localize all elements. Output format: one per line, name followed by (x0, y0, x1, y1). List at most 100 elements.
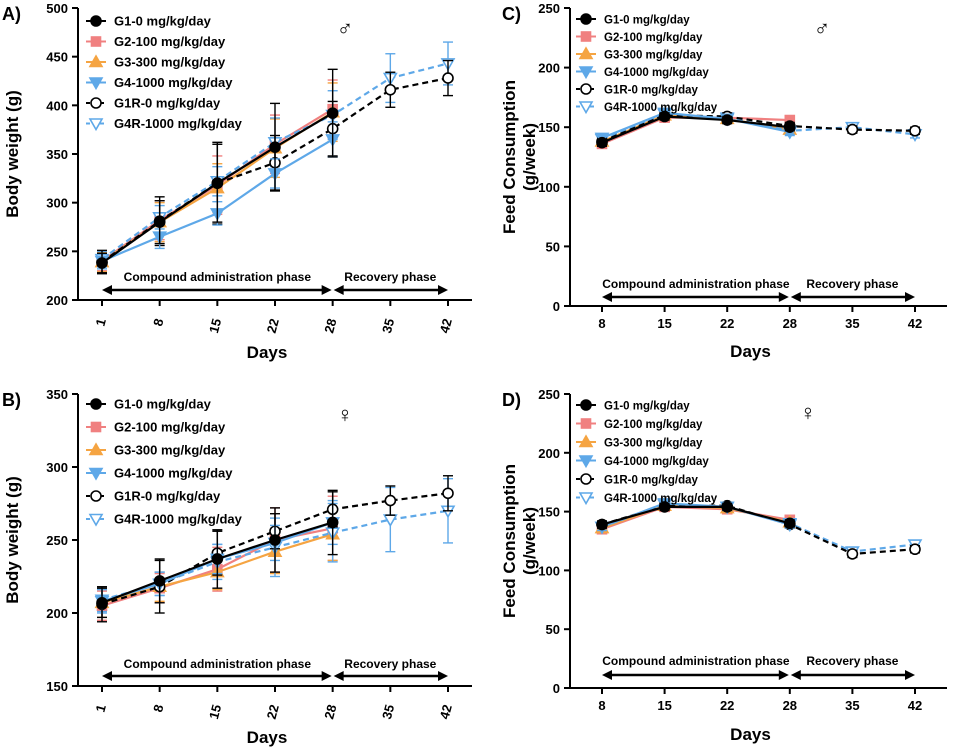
admin-phase-label: Compound administration phase (602, 277, 790, 291)
data-point (783, 517, 796, 530)
legend-marker-g2 (90, 421, 102, 433)
recovery-phase-arrow-head-right (905, 292, 915, 302)
panel-label: C) (502, 4, 521, 24)
data-point (658, 501, 671, 513)
data-point (326, 107, 339, 119)
legend-marker-g2 (580, 31, 592, 42)
data-point (442, 487, 454, 500)
x-tick-label: 15 (657, 316, 671, 331)
y-tick-label: 300 (46, 196, 68, 211)
y-tick-label: 350 (46, 147, 68, 162)
y-tick-label: 400 (46, 98, 68, 113)
legend-marker-g4r (578, 101, 594, 115)
admin-phase-arrow-head-left (602, 670, 612, 680)
data-point (909, 543, 921, 556)
x-tick-label: 28 (321, 317, 339, 335)
legend-label-g3: G3-300 mg/kg/day (114, 55, 226, 70)
admin-phase-arrow-head-left (102, 671, 112, 681)
x-axis-title: Days (247, 728, 288, 747)
x-tick-label: 15 (206, 317, 224, 335)
legend-label-g1: G1-0 mg/kg/day (114, 397, 212, 412)
x-tick-label: 1 (93, 703, 109, 714)
data-point (721, 501, 734, 513)
x-tick-label: 15 (206, 703, 224, 721)
legend-label-g3: G3-300 mg/kg/day (604, 438, 703, 450)
admin-phase-label: Compound administration phase (602, 654, 790, 668)
legend-label-g1: G1-0 mg/kg/day (114, 14, 212, 29)
legend-label-g1r: G1R-0 mg/kg/day (604, 475, 699, 487)
data-point (96, 257, 108, 269)
legend-label-g4r: G4R-1000 mg/kg/day (604, 102, 718, 114)
x-tick-label: 28 (783, 316, 797, 331)
legend-marker-g2 (580, 418, 592, 429)
recovery-phase-arrow-head-left (333, 671, 344, 681)
y-axis-title-line2: (g/week) (520, 507, 539, 575)
legend-marker-g4 (88, 77, 104, 91)
y-axis-title: Feed Consumption(g/week) (500, 80, 539, 234)
x-tick-label: 22 (264, 317, 282, 335)
series-line (601, 114, 916, 143)
x-tick-label: 8 (150, 317, 166, 328)
data-point (909, 124, 921, 137)
legend-marker-g3 (88, 442, 104, 456)
legend-label-g4r: G4R-1000 mg/kg/day (114, 116, 243, 131)
panel-b-body-weight-female: 150 200 250 300 350 1 8 15 22 28 35 42 Days Body weig… (2, 387, 472, 747)
y-tick-label: 100 (538, 180, 560, 195)
y-tick-label: 500 (46, 1, 68, 16)
series-g1 (96, 489, 339, 619)
series-g1 (596, 110, 796, 149)
data-point (269, 141, 281, 153)
legend-marker-g1 (580, 13, 592, 25)
admin-phase-arrow-head-right (778, 670, 789, 680)
legend-label-g1r: G1R-0 mg/kg/day (604, 85, 699, 97)
legend-marker-g2 (90, 36, 102, 47)
panel-a-body-weight-male: 200 250 300 350 400 450 500 1 8 15 22 28 35 42 Days Bod… (2, 1, 472, 362)
sex-symbol: ♀ (337, 402, 354, 427)
x-tick-label: 28 (321, 703, 339, 721)
y-axis-title: Body weight (g) (3, 90, 22, 217)
y-tick-label: 250 (538, 1, 560, 16)
y-tick-label: 200 (538, 446, 560, 461)
x-tick-label: 42 (437, 703, 455, 721)
legend: G1-0 mg/kg/day G2-100 mg/kg/day G3-300 mg/… (576, 13, 718, 115)
y-tick-label: 50 (546, 239, 560, 254)
panel-c-feed-consumption-male: 0 50 100 150 200 250 8 15 22 28 35 42 Days Feed Consu… (500, 1, 947, 361)
y-tick-label: 200 (46, 606, 68, 621)
y-tick-label: 450 (46, 50, 68, 65)
series-g4r (594, 108, 923, 147)
legend-marker-g1 (90, 398, 102, 410)
x-tick-label: 8 (598, 316, 605, 331)
legend-label-g3: G3-300 mg/kg/day (604, 50, 703, 62)
y-tick-label: 250 (46, 533, 68, 548)
data-point (384, 83, 397, 96)
x-tick-label: 1 (93, 317, 109, 328)
data-point (658, 110, 671, 123)
y-tick-label: 250 (46, 244, 68, 259)
legend-marker-g4 (88, 467, 104, 481)
x-tick-label: 15 (657, 698, 671, 713)
legend-marker-g1r (90, 97, 102, 109)
data-point (211, 177, 224, 189)
legend-label-g1: G1-0 mg/kg/day (604, 401, 690, 413)
legend-label-g4: G4-1000 mg/kg/day (114, 75, 233, 90)
y-tick-label: 200 (46, 293, 68, 308)
sex-symbol: ♂ (337, 16, 354, 41)
y-axis-title: Feed Consumption(g/week) (500, 464, 539, 618)
legend-marker-g1 (580, 399, 592, 411)
legend-label-g4r: G4R-1000 mg/kg/day (604, 493, 718, 505)
data-point (153, 575, 166, 587)
sex-symbol: ♀ (800, 400, 817, 425)
legend-label-g3: G3-300 mg/kg/day (114, 443, 226, 458)
legend: G1-0 mg/kg/day G2-100 mg/kg/day G3-300 mg/… (576, 399, 718, 506)
admin-phase-label: Compound administration phase (124, 270, 312, 284)
data-point (326, 516, 339, 529)
data-point (846, 548, 859, 560)
legend-marker-g1 (90, 15, 102, 27)
y-tick-label: 250 (538, 387, 560, 402)
data-point (596, 518, 608, 531)
data-point (269, 534, 281, 546)
recovery-phase-label: Recovery phase (344, 657, 436, 671)
series-g4r (594, 499, 923, 560)
legend-label-g1: G1-0 mg/kg/day (604, 15, 690, 27)
data-point (721, 114, 734, 126)
